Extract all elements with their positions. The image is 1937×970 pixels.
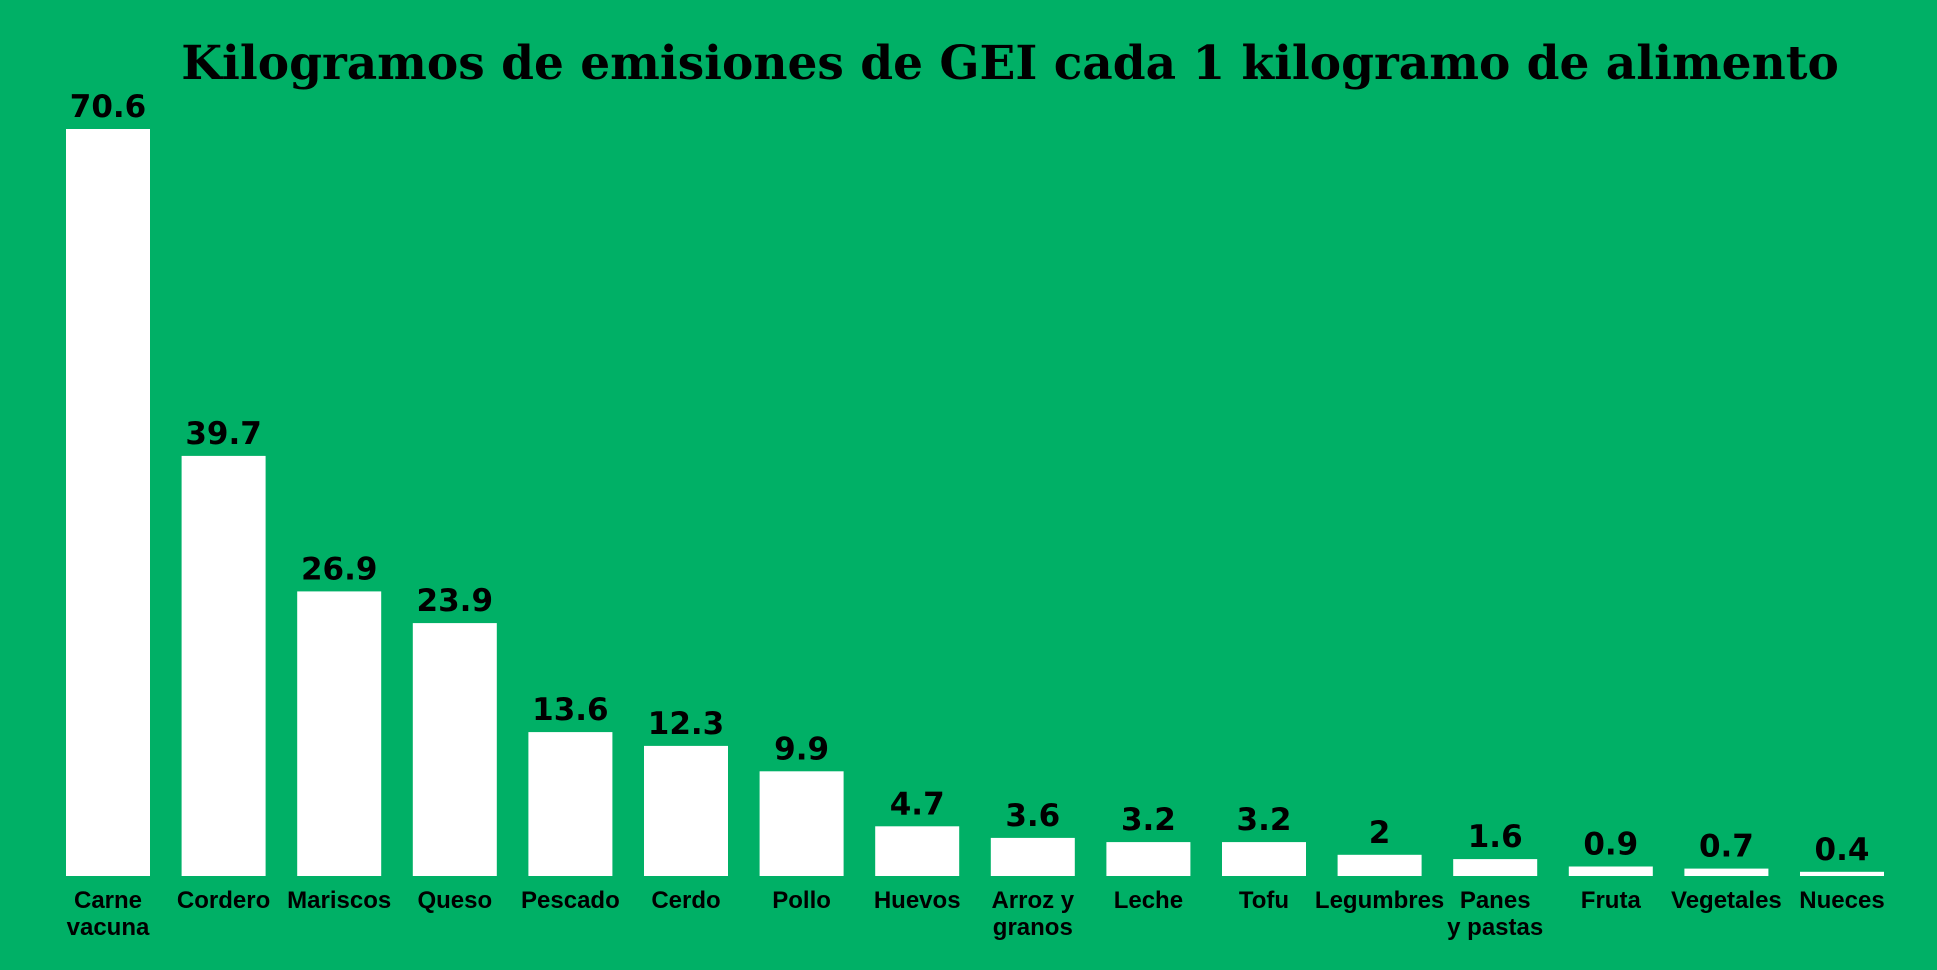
x-tick-label-line: Pescado [521, 887, 620, 914]
chart-title: Kilogramos de emisiones de GEI cada 1 ki… [181, 36, 1839, 91]
data-label: 3.2 [1237, 802, 1292, 838]
category-labels-layer: Carne vacuna Cordero Mariscos Queso Pescado Ce… [67, 887, 1885, 941]
x-tick-label-line: granos [993, 914, 1073, 941]
x-tick-label: Pescado [521, 887, 620, 914]
data-label: 26.9 [301, 551, 378, 587]
data-label: 12.3 [648, 706, 725, 742]
x-tick-label: Huevos [874, 887, 961, 914]
data-label: 0.9 [1583, 827, 1638, 863]
x-tick-label: Legumbres [1315, 887, 1444, 914]
x-tick-label: Cerdo [651, 887, 720, 914]
bar [412, 623, 497, 876]
x-tick-label-line: Mariscos [287, 887, 391, 914]
bar [528, 732, 613, 876]
x-tick-label: Mariscos [287, 887, 391, 914]
bar [875, 826, 960, 876]
x-tick-label: Carne vacuna [67, 887, 150, 941]
bar [1453, 859, 1538, 876]
bar [1800, 871, 1884, 876]
x-tick-label: Arroz y granos [991, 887, 1074, 941]
data-label: 70.6 [70, 89, 147, 125]
x-tick-label-line: Vegetales [1671, 887, 1782, 914]
x-tick-label-line: Huevos [874, 887, 961, 914]
bar [759, 771, 844, 876]
x-tick-label: Fruta [1581, 887, 1642, 914]
x-tick-label-line: Cerdo [651, 887, 720, 914]
bar [181, 455, 266, 876]
x-tick-label-line: Fruta [1581, 887, 1642, 914]
x-tick-label-line: Pollo [772, 887, 831, 914]
x-tick-label-line: Panes [1460, 887, 1531, 914]
x-tick-label: Queso [417, 887, 492, 914]
x-tick-label: Vegetales [1671, 887, 1782, 914]
data-label: 2 [1369, 815, 1391, 851]
data-label: 1.6 [1468, 819, 1523, 855]
x-tick-label-line: Queso [417, 887, 492, 914]
bar [990, 837, 1075, 876]
x-tick-label-line: Arroz y [991, 887, 1074, 914]
x-tick-label-line: y pastas [1447, 914, 1543, 941]
data-label: 23.9 [417, 583, 494, 619]
bar [1337, 854, 1422, 876]
bars-layer [66, 129, 1884, 876]
x-tick-label: Tofu [1239, 887, 1289, 914]
bar [297, 591, 382, 876]
bar [1684, 868, 1769, 876]
data-label: 4.7 [890, 786, 945, 822]
x-tick-label: Cordero [177, 887, 270, 914]
x-tick-label: Panes y pastas [1447, 887, 1543, 941]
x-tick-label-line: Carne [74, 887, 142, 914]
value-labels-layer: 70.6 39.7 26.9 23.9 13.6 12.3 9.9 4.7 3.6 3.2 3.2 2… [70, 89, 1870, 868]
x-tick-label-line: Nueces [1799, 887, 1884, 914]
data-label: 0.4 [1815, 832, 1870, 868]
data-label: 13.6 [532, 692, 609, 728]
x-tick-label-line: Tofu [1239, 887, 1289, 914]
x-tick-label: Leche [1114, 887, 1183, 914]
x-tick-label-line: Legumbres [1315, 887, 1444, 914]
x-tick-label-line: Cordero [177, 887, 270, 914]
x-tick-label: Nueces [1799, 887, 1884, 914]
bar [644, 745, 728, 876]
x-tick-label-line: Leche [1114, 887, 1183, 914]
data-label: 39.7 [185, 416, 262, 452]
x-tick-label: Pollo [772, 887, 831, 914]
data-label: 3.2 [1121, 802, 1176, 838]
x-tick-label-line: vacuna [67, 914, 150, 941]
data-label: 3.6 [1005, 798, 1060, 834]
data-label: 9.9 [774, 731, 829, 767]
bar [1222, 842, 1306, 876]
bar [1568, 866, 1653, 876]
bar [1106, 842, 1191, 876]
bar [66, 129, 150, 876]
data-label: 0.7 [1699, 829, 1754, 865]
